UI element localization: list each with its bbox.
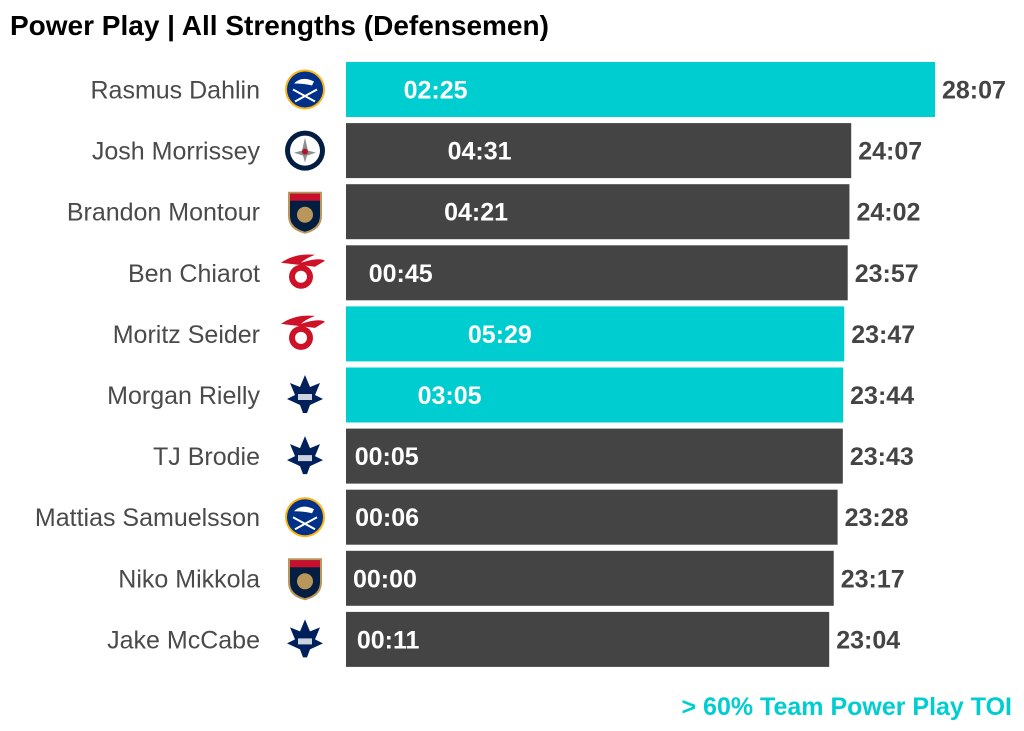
player-name: TJ Brodie <box>153 443 260 471</box>
toi-label: 23:04 <box>836 626 900 654</box>
bar-row: Ben Chiarot 00:45 23:57 <box>128 245 919 301</box>
player-name: Jake McCabe <box>107 626 260 654</box>
red-wings-logo-icon <box>281 254 325 289</box>
maple-leafs-logo-icon <box>287 436 323 475</box>
pp-toi-label: 00:11 <box>357 626 420 654</box>
sabres-logo-icon <box>285 497 325 538</box>
toi-label: 23:43 <box>850 443 914 471</box>
player-name: Niko Mikkola <box>118 565 260 593</box>
toi-bar <box>346 367 844 423</box>
chart-title: Power Play | All Strengths (Defensemen) <box>10 10 549 41</box>
panthers-logo-icon <box>288 558 322 601</box>
bar-row: Moritz Seider 05:29 23:47 <box>113 306 915 362</box>
pp-toi-label: 00:45 <box>369 260 433 288</box>
player-name: Ben Chiarot <box>128 260 260 288</box>
bar-row: Niko Mikkola 00:00 23:17 <box>118 550 905 606</box>
panthers-logo-icon <box>288 191 322 234</box>
pp-toi-label: 04:31 <box>448 138 512 166</box>
player-name: Josh Morrissey <box>92 138 261 166</box>
toi-label: 24:02 <box>856 199 920 227</box>
player-name: Brandon Montour <box>67 199 260 227</box>
toi-bar <box>346 611 830 667</box>
bar-row: TJ Brodie 00:05 23:43 <box>153 428 914 484</box>
sabres-logo-icon <box>285 69 325 110</box>
bar-row: Josh Morrissey 04:31 24:07 <box>92 123 922 179</box>
toi-bar <box>346 428 843 484</box>
toi-label: 23:17 <box>841 565 905 593</box>
toi-bar <box>346 245 848 301</box>
player-name: Moritz Seider <box>113 321 260 349</box>
pp-toi-label: 00:06 <box>355 504 419 532</box>
toi-bar <box>346 62 935 117</box>
toi-bar <box>346 123 852 179</box>
toi-label: 23:47 <box>851 321 915 349</box>
toi-label: 24:07 <box>858 138 922 166</box>
bar-row: Jake McCabe 00:11 23:04 <box>107 611 900 667</box>
player-name: Mattias Samuelsson <box>35 504 260 532</box>
jets-logo-icon <box>285 130 325 171</box>
toi-bar <box>346 184 850 240</box>
toi-label: 23:44 <box>850 382 914 410</box>
pp-toi-label: 02:25 <box>404 77 468 105</box>
player-name: Morgan Rielly <box>107 382 260 410</box>
pp-toi-label: 04:21 <box>444 199 508 227</box>
bar-row: Brandon Montour 04:21 24:02 <box>67 184 920 240</box>
legend-note: > 60% Team Power Play TOI <box>682 693 1012 721</box>
toi-label: 28:07 <box>942 77 1006 105</box>
pp-toi-label: 00:05 <box>355 443 419 471</box>
bar-row: Rasmus Dahlin 02:25 28:07 <box>90 62 1006 117</box>
pp-toi-label: 05:29 <box>468 321 532 349</box>
maple-leafs-logo-icon <box>287 619 323 658</box>
toi-label: 23:57 <box>855 260 919 288</box>
pp-toi-label: 00:00 <box>353 565 417 593</box>
toi-bar <box>346 489 838 545</box>
toi-label: 23:28 <box>845 504 909 532</box>
red-wings-logo-icon <box>281 315 325 350</box>
toi-bar <box>346 550 834 606</box>
pp-toi-label: 03:05 <box>418 382 482 410</box>
toi-bar <box>346 306 845 362</box>
player-name: Rasmus Dahlin <box>90 77 260 105</box>
bar-row: Morgan Rielly 03:05 23:44 <box>107 367 914 423</box>
bar-row: Mattias Samuelsson 00:06 23:28 <box>35 489 909 545</box>
maple-leafs-logo-icon <box>287 375 323 413</box>
